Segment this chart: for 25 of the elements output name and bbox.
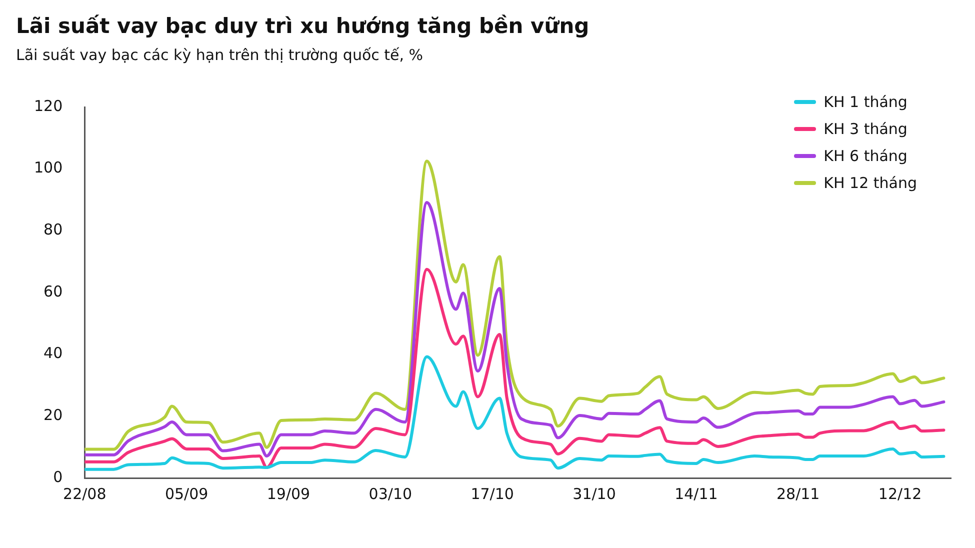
- chart-subtitle: Lãi suất vay bạc các kỳ hạn trên thị trường quốc tế, %: [16, 46, 424, 64]
- x-tick-label: 03/10: [368, 484, 412, 503]
- x-tick-label: 31/10: [572, 484, 616, 503]
- line-series: [84, 355, 946, 471]
- y-tick-label: 20: [44, 406, 63, 424]
- legend-label: KH 6 tháng: [824, 146, 908, 164]
- x-tick-label: 12/12: [878, 484, 922, 503]
- y-tick-label: 120: [34, 96, 63, 115]
- x-tick-label: 17/10: [470, 484, 514, 503]
- legend-label: KH 1 tháng: [824, 92, 908, 110]
- line-series: [84, 268, 946, 469]
- y-tick-label: 0: [53, 468, 63, 486]
- y-tick-label: 60: [44, 282, 63, 300]
- y-tick-label: 80: [44, 220, 63, 239]
- x-tick-label: 05/09: [164, 484, 208, 503]
- legend-label: KH 3 tháng: [824, 120, 908, 138]
- x-tick-label: 28/11: [776, 484, 820, 503]
- x-tick-label: 22/08: [63, 484, 106, 503]
- chart-title: Lãi suất vay bạc duy trì xu hướng tăng bền vững: [16, 14, 590, 38]
- y-tick-label: 40: [44, 344, 63, 362]
- x-tick-label: 14/11: [674, 484, 718, 503]
- line-series: [84, 201, 946, 458]
- x-tick-label: 19/09: [266, 484, 310, 503]
- y-tick-label: 100: [34, 158, 63, 177]
- legend-label: KH 12 tháng: [824, 174, 917, 192]
